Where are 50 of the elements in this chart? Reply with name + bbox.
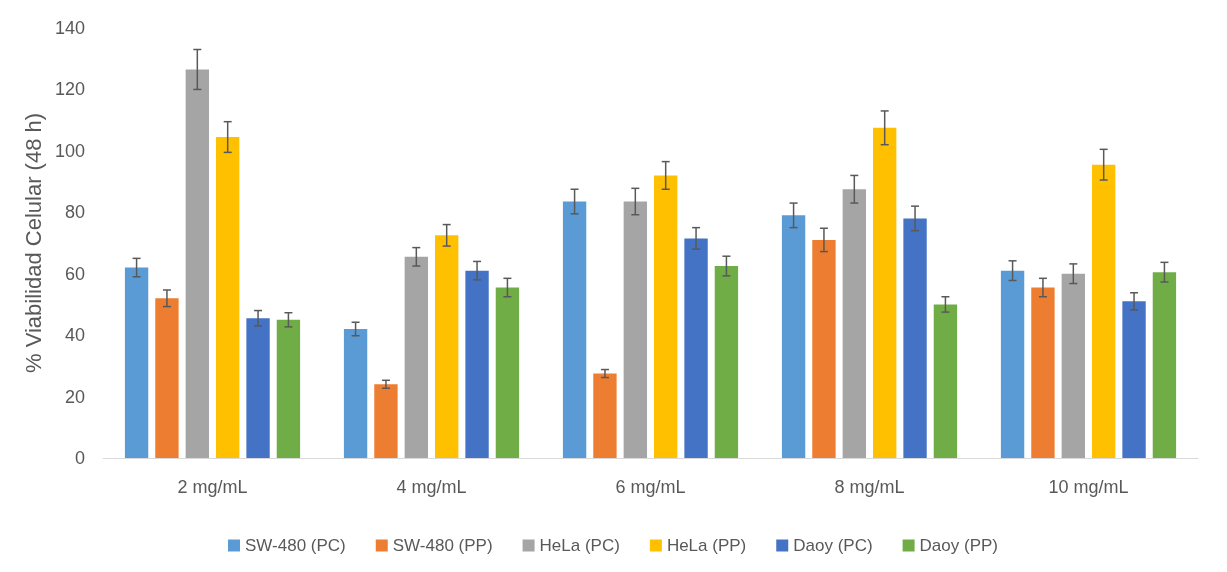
bar [435, 235, 459, 458]
bar [781, 215, 806, 458]
bar [1122, 301, 1146, 458]
bar [216, 137, 240, 458]
bar [654, 175, 678, 458]
legend-label: HeLa (PP) [666, 536, 747, 555]
bar [276, 319, 301, 458]
x-tick-label: 10 mg/mL [1048, 477, 1129, 497]
x-tick-label: 2 mg/mL [177, 477, 248, 497]
y-tick-label: 140 [54, 18, 85, 38]
legend-label: Daoy (PP) [919, 536, 999, 555]
y-tick-label: 80 [64, 202, 85, 223]
bar [1152, 272, 1177, 458]
bar [1000, 270, 1025, 458]
y-tick-label: 0 [74, 448, 85, 468]
y-tick-label: 20 [64, 386, 85, 407]
bar [714, 266, 739, 458]
bar [812, 239, 836, 458]
bar [155, 298, 179, 458]
bar [495, 287, 520, 458]
bar [465, 270, 489, 458]
bar [684, 238, 708, 458]
bar [1061, 273, 1085, 458]
legend-label: HeLa (PC) [539, 536, 620, 555]
y-tick-label: 40 [64, 325, 85, 346]
y-axis-title: % Viabilidad Celular (48 h) [20, 112, 46, 374]
bar [903, 218, 927, 458]
bar [562, 201, 587, 458]
y-tick-label: 100 [54, 140, 85, 161]
bar [842, 189, 866, 458]
bar [593, 373, 617, 458]
legend-label: SW-480 (PC) [244, 536, 346, 555]
bar [873, 127, 897, 458]
y-tick-label: 60 [64, 263, 85, 284]
bar [404, 256, 428, 458]
x-tick-label: 8 mg/mL [834, 477, 905, 497]
bar [1031, 287, 1055, 458]
bar [246, 318, 270, 458]
legend-label: Daoy (PC) [793, 536, 873, 555]
bar [374, 384, 398, 458]
bar [623, 201, 647, 458]
y-tick-label: 120 [54, 79, 85, 100]
x-tick-label: 6 mg/mL [615, 477, 686, 497]
bar [343, 329, 368, 458]
legend-label: SW-480 (PP) [392, 536, 493, 555]
bar [124, 267, 149, 458]
x-tick-label: 4 mg/mL [396, 477, 467, 497]
bar [1092, 164, 1116, 458]
bar [933, 304, 958, 458]
bar [185, 69, 209, 458]
